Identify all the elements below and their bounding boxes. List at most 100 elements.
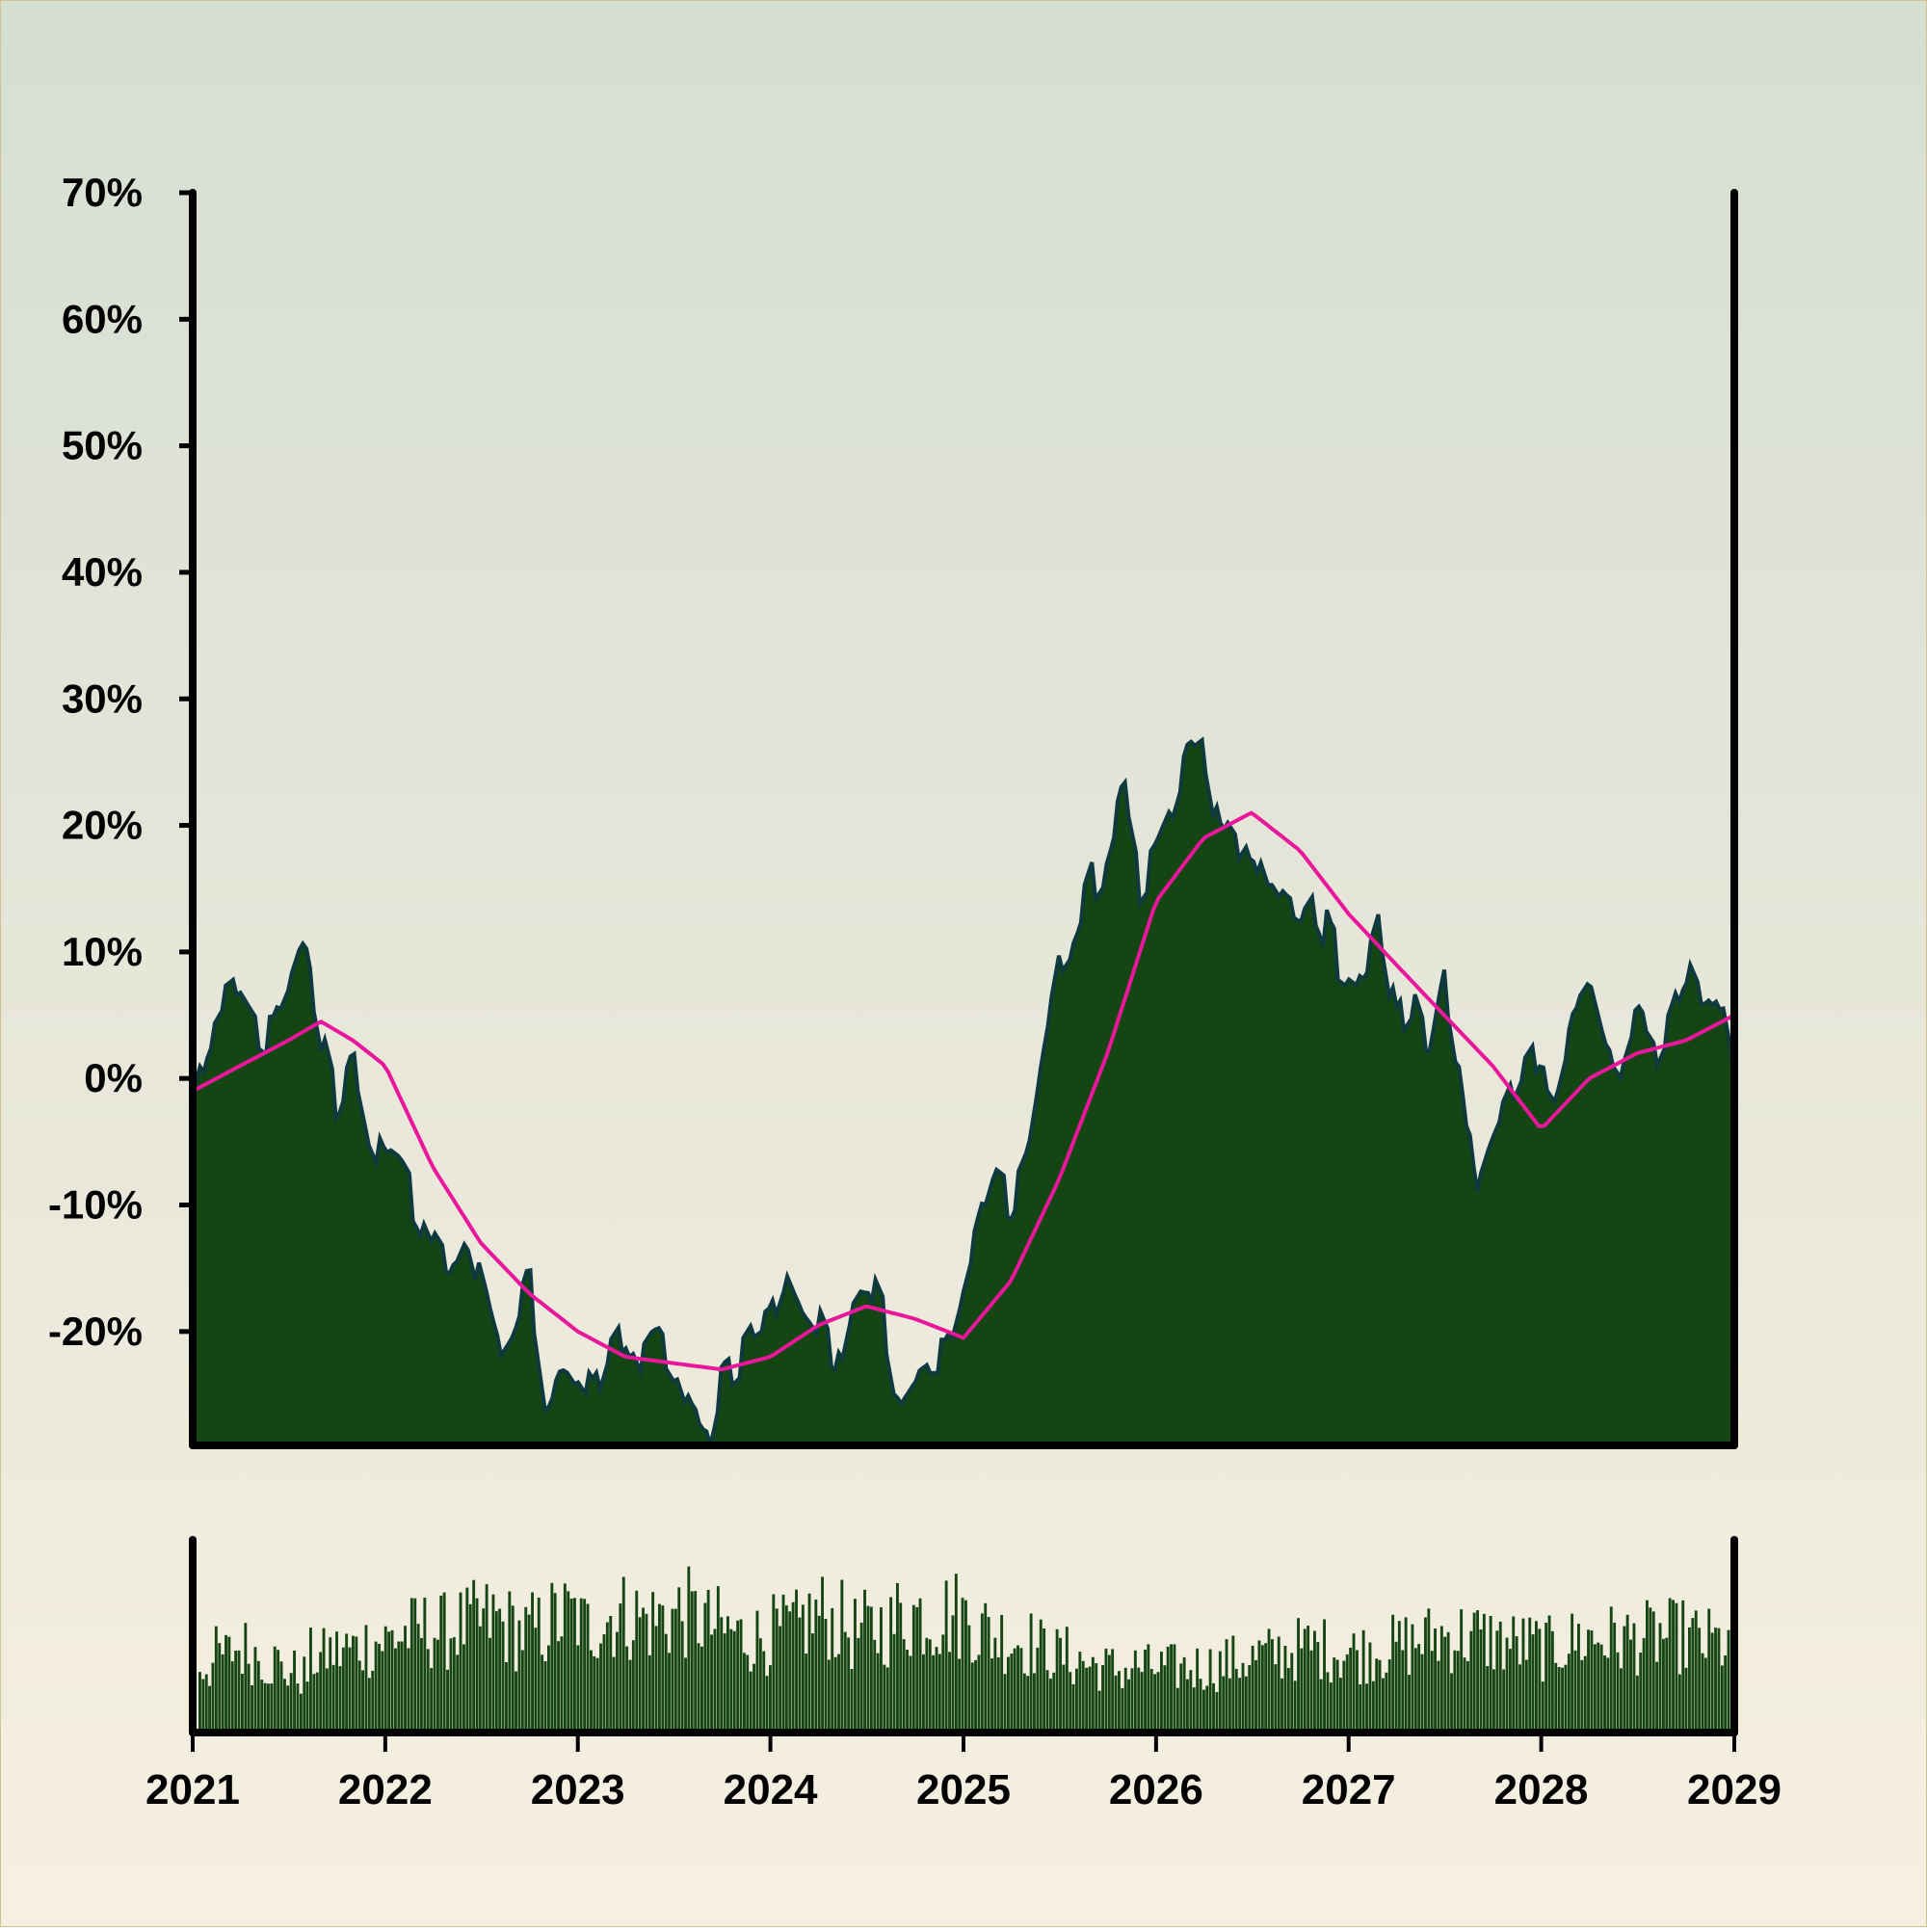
volume-bar (1043, 1628, 1046, 1733)
volume-bar (625, 1646, 629, 1733)
volume-bar (857, 1637, 860, 1733)
volume-bar (700, 1646, 703, 1733)
volume-bar (524, 1606, 528, 1733)
volume-bar (883, 1664, 886, 1733)
volume-bar (961, 1598, 964, 1733)
volume-bar (583, 1599, 587, 1733)
volume-bar (527, 1614, 531, 1733)
volume-bar (579, 1598, 583, 1733)
volume-bar (1307, 1626, 1310, 1733)
volume-bar (341, 1647, 345, 1733)
volume-bar (859, 1622, 863, 1733)
volume-bar (420, 1637, 423, 1733)
volume-bar (1413, 1648, 1417, 1733)
volume-bar (1371, 1681, 1375, 1733)
volume-bar (1231, 1635, 1235, 1733)
volume-bar (876, 1653, 880, 1733)
volume-bar (256, 1660, 260, 1733)
volume-bar (619, 1603, 622, 1733)
volume-bar (1547, 1615, 1551, 1733)
volume-bar (1264, 1643, 1268, 1733)
volume-bar (557, 1641, 560, 1733)
volume-bar (710, 1634, 713, 1733)
volume-bar (400, 1641, 404, 1733)
volume-bar (383, 1626, 387, 1733)
volume-bar (1101, 1665, 1104, 1733)
volume-bar (1524, 1659, 1528, 1733)
volume-bar (996, 1656, 1000, 1733)
volume-bar (1215, 1692, 1219, 1733)
volume-bar (795, 1589, 798, 1733)
volume-bar (531, 1592, 534, 1733)
volume-bar (612, 1656, 616, 1733)
volume-bar (1456, 1651, 1460, 1733)
volume-bar (821, 1576, 824, 1733)
volume-bar (322, 1628, 326, 1733)
volume-bar (970, 1662, 974, 1733)
volume-bar (1391, 1614, 1395, 1733)
volume-bar (1130, 1668, 1134, 1733)
volume-bar (1482, 1613, 1486, 1733)
volume-bar (906, 1650, 909, 1733)
volume-bar (1104, 1648, 1108, 1733)
volume-bar (491, 1594, 495, 1733)
volume-bar (1342, 1660, 1346, 1733)
volume-bar (511, 1605, 515, 1733)
volume-bar (1202, 1689, 1205, 1733)
volume-bar (1153, 1674, 1157, 1733)
volume-bar (244, 1623, 248, 1733)
volume-bar (1163, 1665, 1167, 1733)
y-tick-label: 70% (62, 170, 143, 215)
volume-bar (1599, 1644, 1603, 1733)
volume-bar (1244, 1676, 1248, 1733)
volume-bar (1156, 1672, 1160, 1733)
volume-bar (472, 1579, 476, 1733)
volume-bar (1453, 1650, 1457, 1733)
volume-bar (1309, 1650, 1313, 1733)
volume-bar (1111, 1649, 1115, 1733)
volume-bar (1078, 1652, 1082, 1733)
volume-bar (1065, 1627, 1069, 1733)
volume-bar (1609, 1606, 1613, 1733)
y-tick-label: 30% (62, 675, 143, 721)
volume-bar (247, 1663, 251, 1733)
volume-bar (1408, 1675, 1411, 1733)
volume-bar (824, 1619, 828, 1733)
volume-bar (1394, 1641, 1398, 1733)
volume-bar (1505, 1637, 1509, 1733)
volume-bar (935, 1647, 938, 1733)
volume-bar (690, 1591, 694, 1733)
volume-bar (1701, 1653, 1704, 1733)
x-tick-label: 2029 (1687, 1766, 1782, 1813)
volume-bar (739, 1619, 743, 1733)
volume-bar (1271, 1639, 1274, 1733)
volume-bar (1651, 1611, 1655, 1733)
volume-bar (1587, 1629, 1590, 1733)
volume-bar (915, 1606, 919, 1733)
volume-bar (462, 1644, 465, 1733)
volume-bar (374, 1641, 378, 1733)
volume-bar (677, 1587, 681, 1733)
volume-bar (1642, 1637, 1646, 1733)
volume-bar (567, 1591, 570, 1733)
volume-bar (1039, 1619, 1043, 1733)
volume-bar (1635, 1675, 1639, 1733)
volume-bar (299, 1693, 303, 1733)
volume-bar (1385, 1672, 1388, 1733)
volume-bar (1662, 1638, 1665, 1733)
y-axis: -20% -10% 0% 10% 20% 30% 40% 50% 60% 70% (48, 170, 193, 1354)
volume-bar (1710, 1632, 1714, 1733)
volume-bar (937, 1654, 941, 1733)
volume-bar (338, 1666, 342, 1733)
volume-bar (1189, 1670, 1193, 1733)
volume-bar (397, 1641, 401, 1733)
volume-bar (713, 1628, 717, 1733)
volume-bar (1469, 1630, 1473, 1733)
volume-bar (1639, 1653, 1643, 1733)
volume-bar (651, 1592, 655, 1733)
volume-bar (967, 1625, 971, 1733)
volume-bar (1714, 1628, 1717, 1733)
volume-bar (1062, 1664, 1066, 1733)
volume-bar (198, 1672, 201, 1733)
volume-bar (1675, 1602, 1678, 1733)
